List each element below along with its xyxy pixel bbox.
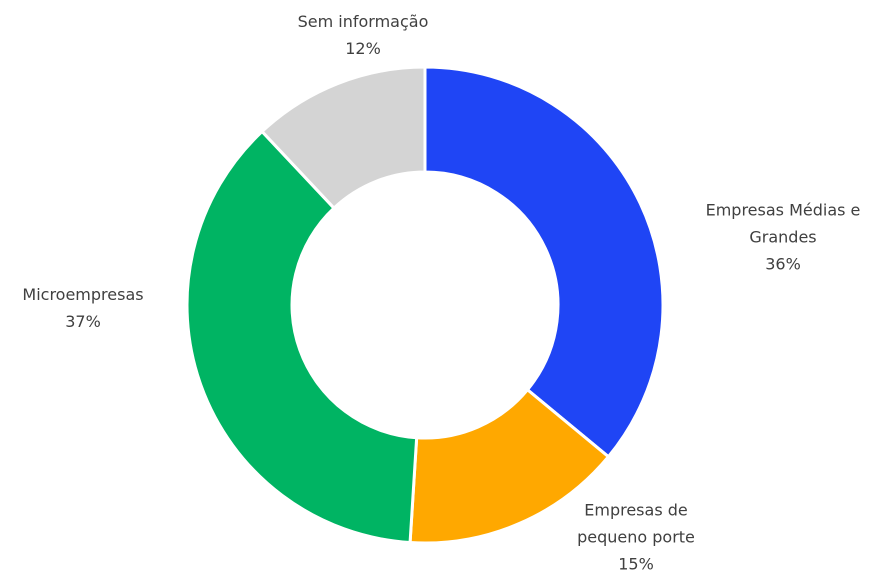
category-label: Empresas de pequeno porte [577, 500, 695, 547]
value-label: 12% [345, 39, 381, 58]
category-label: Sem informação [297, 12, 429, 31]
value-label: 15% [618, 554, 654, 573]
slice-label: Microempresas 37% [0, 281, 173, 335]
value-label: 36% [765, 254, 801, 274]
donut-slice [259, 65, 427, 211]
donut-slice [185, 129, 419, 545]
category-label: Microempresas [22, 285, 144, 304]
slice-label: Empresas Médias e Grandes 36% [696, 197, 871, 278]
slice-label: Sem informação 12% [273, 8, 453, 62]
donut-slice [423, 65, 665, 459]
slice-label: Empresas de pequeno porte 15% [566, 497, 706, 573]
category-label: Empresas Médias e Grandes [705, 200, 861, 247]
value-label: 37% [65, 312, 101, 331]
